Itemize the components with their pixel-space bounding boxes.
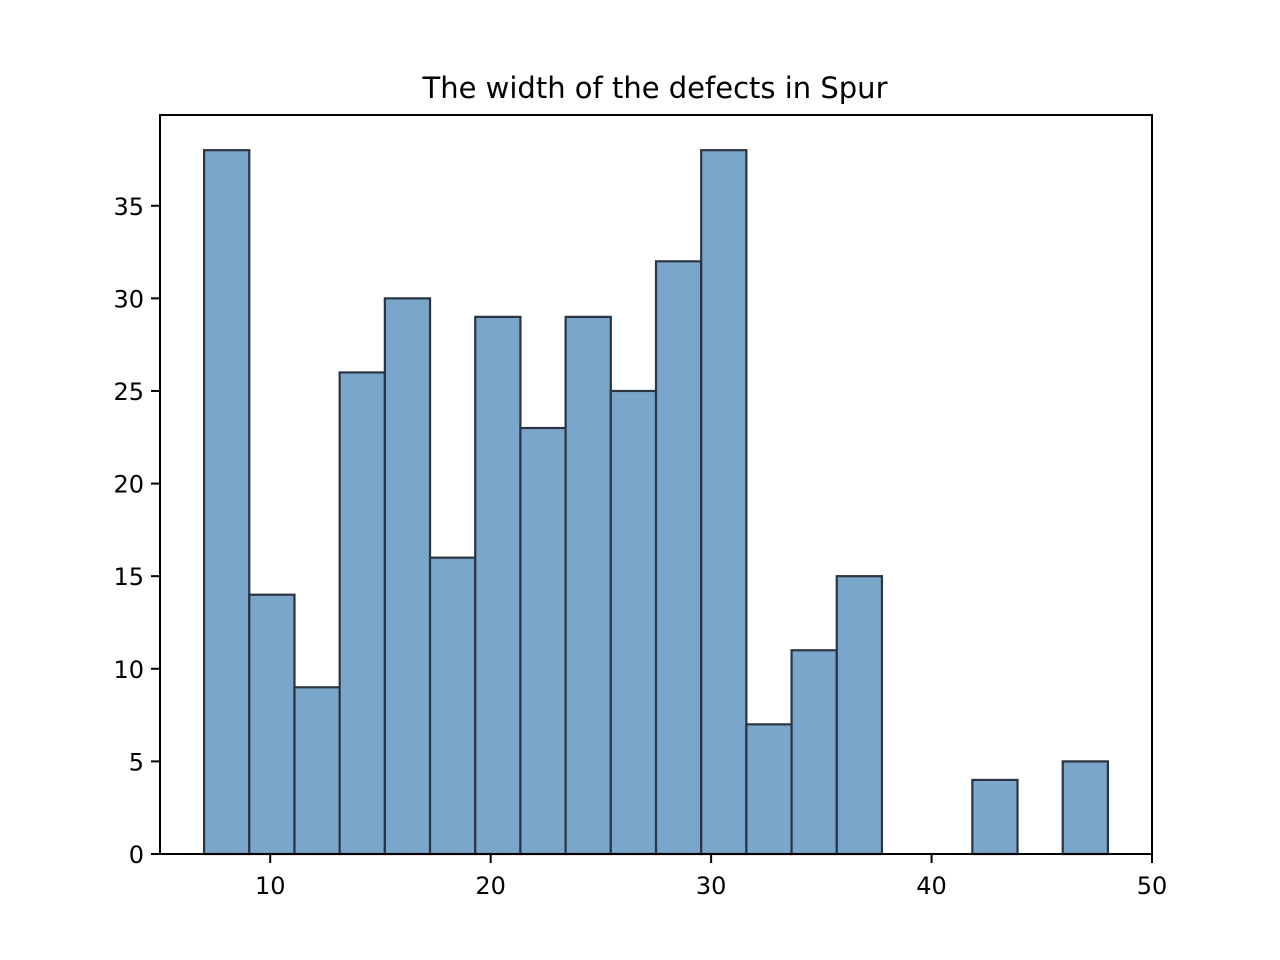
histogram-bar [383,297,432,856]
x-tick-label: 50 [1137,872,1168,900]
y-tick-label: 20 [113,471,144,499]
histogram-bar [564,315,612,856]
histogram-bar [519,426,567,856]
x-tick-label: 20 [475,872,506,900]
histogram-bar [248,593,296,856]
y-tick-label: 10 [113,656,144,684]
x-tick-label: 40 [916,872,947,900]
y-tick-label: 0 [129,841,144,869]
histogram-bar [835,575,884,856]
histogram-bar [474,315,522,856]
x-tick-label: 10 [255,872,286,900]
axes-layer: 10 20 30 40 50 0 5 10 15 20 25 30 35 [113,114,1168,900]
y-tick-label: 5 [129,748,144,776]
y-tick-label: 15 [113,563,144,591]
y-tick-label: 30 [113,285,144,313]
histogram-bar [338,371,386,856]
histogram-bar [745,723,793,856]
histogram-bar [293,686,341,856]
x-tick-label: 30 [696,872,727,900]
chart-title: The width of the defects in Spur [421,71,887,105]
histogram-bar [202,149,251,856]
bars-layer [202,149,1110,856]
histogram-bar [654,260,703,856]
histogram-bar [790,649,838,856]
histogram-bar [1061,760,1110,856]
histogram-bar [609,389,658,856]
histogram-bar [971,778,1019,856]
histogram-bar [428,556,477,856]
histogram-bar [700,149,748,856]
y-tick-label: 25 [113,378,144,406]
y-tick-label: 35 [113,193,144,221]
